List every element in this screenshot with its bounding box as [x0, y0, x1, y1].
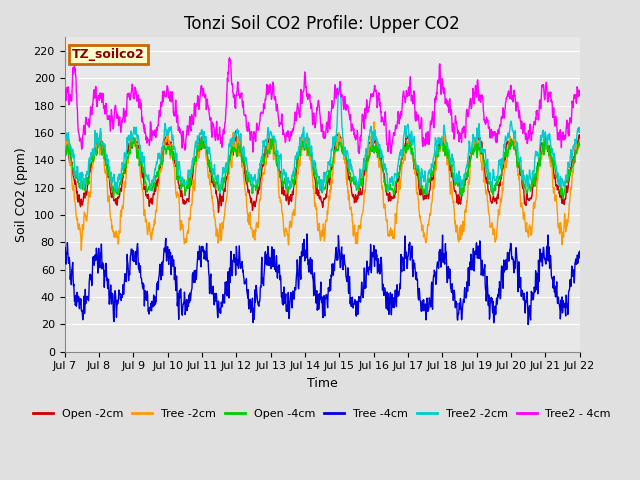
Legend: Open -2cm, Tree -2cm, Open -4cm, Tree -4cm, Tree2 -2cm, Tree2 - 4cm: Open -2cm, Tree -2cm, Open -4cm, Tree -4… [29, 404, 616, 423]
Y-axis label: Soil CO2 (ppm): Soil CO2 (ppm) [15, 147, 28, 242]
Title: Tonzi Soil CO2 Profile: Upper CO2: Tonzi Soil CO2 Profile: Upper CO2 [184, 15, 460, 33]
X-axis label: Time: Time [307, 377, 337, 390]
Text: TZ_soilco2: TZ_soilco2 [72, 48, 145, 61]
